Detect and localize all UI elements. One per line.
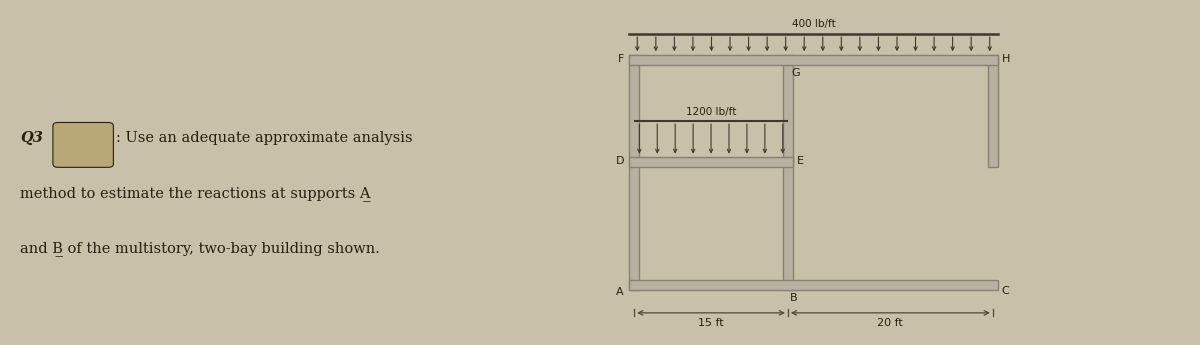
Text: 20 ft: 20 ft bbox=[877, 318, 904, 328]
Text: E: E bbox=[797, 156, 804, 166]
Text: 400 lb/ft: 400 lb/ft bbox=[792, 19, 835, 29]
Text: D: D bbox=[616, 156, 624, 166]
Text: 1200 lb/ft: 1200 lb/ft bbox=[686, 107, 737, 117]
Text: 15 ft: 15 ft bbox=[698, 318, 724, 328]
Text: F: F bbox=[618, 54, 624, 64]
Bar bbox=[629, 280, 998, 290]
Bar bbox=[988, 55, 998, 167]
Bar bbox=[782, 55, 793, 290]
Bar bbox=[629, 157, 793, 167]
Text: A: A bbox=[617, 287, 624, 297]
Text: H: H bbox=[1002, 54, 1010, 64]
Text: B: B bbox=[790, 293, 798, 303]
Bar bbox=[629, 55, 640, 290]
Bar bbox=[629, 55, 998, 65]
Text: and B̲ of the multistory, two-bay building shown.: and B̲ of the multistory, two-bay buildi… bbox=[20, 241, 380, 256]
Text: Q3: Q3 bbox=[20, 131, 43, 145]
Text: C: C bbox=[1001, 286, 1009, 296]
Text: G: G bbox=[791, 68, 799, 78]
FancyBboxPatch shape bbox=[53, 122, 114, 167]
Text: method to estimate the reactions at supports A̲: method to estimate the reactions at supp… bbox=[20, 186, 371, 201]
Text: : Use an adequate approximate analysis: : Use an adequate approximate analysis bbox=[116, 131, 413, 145]
